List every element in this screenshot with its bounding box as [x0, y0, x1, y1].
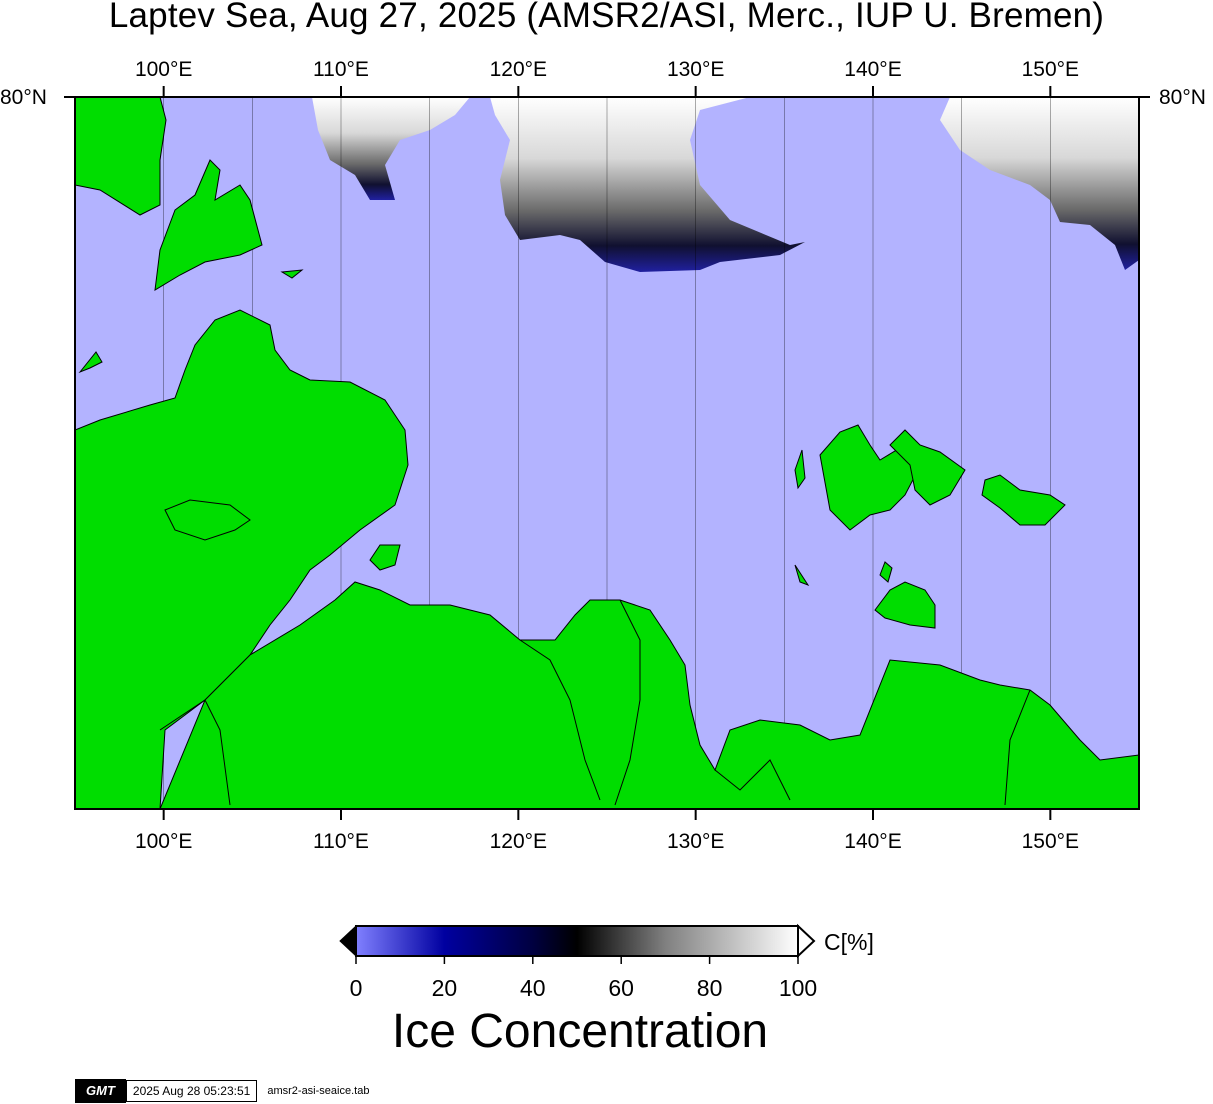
land-taymyr-inlet-isle: [164, 499, 251, 541]
colorbar: C[%] 0 20 40 60 80 100: [339, 923, 874, 1001]
lon-label-top: 150°E: [1022, 58, 1079, 81]
land-bolshoy-lyakhovsky: [874, 581, 936, 629]
lon-label-bottom: 110°E: [313, 830, 369, 853]
sea-ice-layer: [312, 97, 1139, 272]
lon-label-bottom: 100°E: [135, 830, 192, 853]
lon-label-top: 130°E: [667, 58, 724, 81]
timestamp: 2025 Aug 28 05:23:51: [125, 1080, 258, 1102]
map-title: Laptev Sea, Aug 27, 2025 (AMSR2/ASI, Mer…: [108, 0, 1105, 35]
colorbar-tick-label: 0: [350, 975, 363, 1001]
lon-label-bottom: 130°E: [667, 830, 724, 853]
footer: GMT 2025 Aug 28 05:23:51 amsr2-asi-seaic…: [75, 1079, 370, 1103]
lat-label-left: 80°N: [0, 86, 47, 109]
colorbar-caption: Ice Concentration: [391, 1005, 769, 1058]
colorbar-tick-label: 40: [520, 975, 546, 1001]
colorbar-over-triangle: [797, 923, 816, 959]
lat-label-right: 80°N: [1159, 86, 1206, 109]
land-small-lyakhovsky: [879, 561, 893, 583]
land-severnaya-zemlya-west: [75, 97, 167, 216]
gmt-logo: GMT: [75, 1079, 126, 1103]
colorbar-tick-label: 60: [608, 975, 634, 1001]
sea-ice-patch-110e: [312, 97, 470, 200]
land-faddeyevsky-isle: [889, 429, 966, 506]
colorbar-tick-label: 80: [697, 975, 723, 1001]
land-new-siberia-island: [981, 474, 1066, 526]
land-begichev-isle: [369, 544, 401, 571]
longitude-ticks: 100°E 100°E 110°E 110°E 120°E 120°E 130°E 130°E…: [135, 58, 1079, 853]
river-indigirka: [1004, 689, 1031, 806]
lon-label-top: 100°E: [135, 58, 192, 81]
land-small-isle-c: [794, 564, 810, 587]
colorbar-gradient: [355, 925, 799, 957]
colorbar-under-triangle: [339, 924, 357, 958]
map-frame: [74, 96, 1140, 810]
colorbar-tick-label: 20: [432, 975, 458, 1001]
lon-label-top: 110°E: [313, 58, 369, 81]
lon-label-bottom: 150°E: [1022, 830, 1079, 853]
land-stolbovoy-isle: [794, 449, 806, 490]
land-small-isle-a: [280, 269, 304, 279]
river-olenek: [614, 599, 641, 806]
lon-label-top: 120°E: [490, 58, 547, 81]
source-filename: amsr2-asi-seaice.tab: [267, 1085, 370, 1097]
lon-label-bottom: 120°E: [490, 830, 547, 853]
rivers-layer: [159, 599, 1031, 806]
colorbar-unit: C[%]: [824, 929, 874, 955]
sea-ice-patch-125e: [490, 97, 805, 272]
land-small-isle-b: [78, 351, 103, 374]
lon-label-top: 140°E: [844, 58, 901, 81]
colorbar-tick-label: 100: [779, 975, 817, 1001]
lon-label-bottom: 140°E: [844, 830, 901, 853]
land-october-revolution-island: [154, 159, 263, 291]
colorbar-ticks: 0 20 40 60 80 100: [350, 956, 817, 1001]
sea-ice-patch-150e: [940, 97, 1139, 270]
river-khatanga: [159, 699, 231, 806]
river-lena: [714, 759, 791, 801]
river-anabar: [519, 639, 601, 801]
